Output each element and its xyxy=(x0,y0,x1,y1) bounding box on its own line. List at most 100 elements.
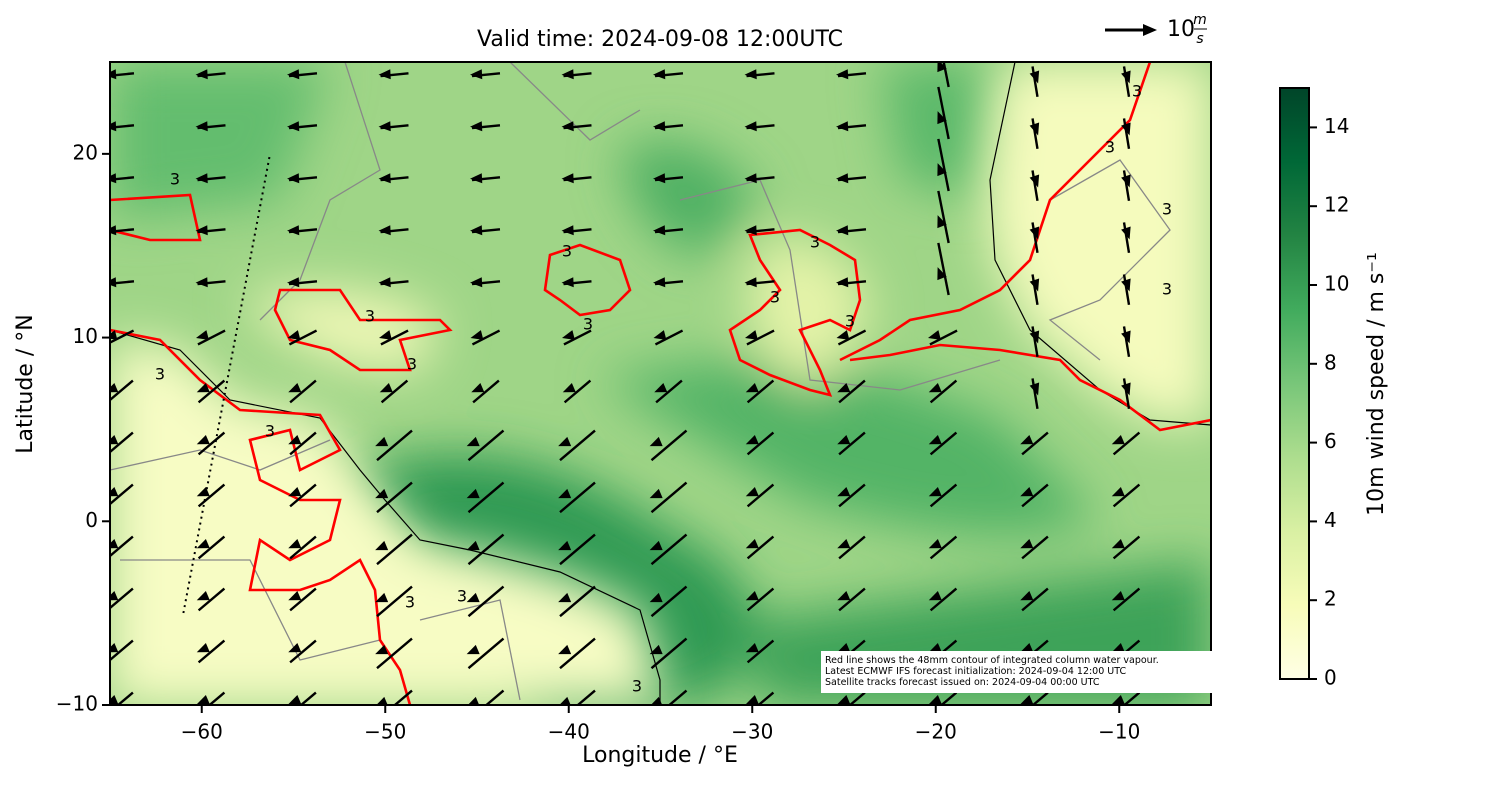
wind-arrow-head xyxy=(561,173,574,184)
wind-arrow-head xyxy=(288,434,302,445)
wind-arrow-shaft xyxy=(746,431,775,456)
wind-arrow-head xyxy=(288,694,302,705)
wind-arrow-shaft xyxy=(1031,378,1039,410)
wind-arrow-head xyxy=(110,538,119,549)
wind-arrow xyxy=(375,481,413,514)
annotation-line: Red line shows the 48mm contour of integ… xyxy=(825,655,1159,666)
wind-arrow-head xyxy=(837,486,851,497)
wind-arrow-shaft xyxy=(197,431,226,456)
wind-arrow-shaft xyxy=(838,587,866,612)
wind-arrow-head xyxy=(196,382,210,393)
wind-arrow xyxy=(836,121,867,132)
wind-arrow xyxy=(467,689,505,705)
wind-arrow-head xyxy=(559,696,571,705)
wind-arrow xyxy=(288,691,317,705)
wind-arrow-head xyxy=(110,330,118,340)
contour-label: 3 xyxy=(1162,280,1172,299)
wind-arrow-shaft xyxy=(484,689,505,705)
wind-arrow-head xyxy=(378,330,392,340)
wind-arrow-head xyxy=(558,436,572,447)
wind-arrow xyxy=(928,535,958,560)
x-tick-label: −40 xyxy=(548,720,590,744)
wind-arrow xyxy=(466,637,505,670)
wind-arrow xyxy=(195,225,226,236)
wind-arrow-head xyxy=(470,225,483,236)
wind-arrow-head xyxy=(649,488,663,499)
wind-arrow-shaft xyxy=(937,86,950,140)
wind-arrow-shaft xyxy=(848,691,866,705)
wind-arrow xyxy=(561,121,592,132)
wind-arrow-shaft xyxy=(380,329,409,346)
wind-arrow-shaft xyxy=(1112,431,1141,456)
wind-arrow-shaft xyxy=(838,483,866,508)
wind-arrow-head xyxy=(375,488,389,499)
wind-arrow xyxy=(561,225,592,236)
contour-label: 3 xyxy=(407,355,417,374)
wind-arrow-head xyxy=(288,486,302,497)
colorbar xyxy=(1279,87,1310,680)
wind-arrow-shaft xyxy=(650,585,688,618)
wind-arrow-head xyxy=(744,225,757,236)
wind-arrow xyxy=(928,483,958,508)
wind-arrow-head xyxy=(937,163,947,177)
wind-arrow xyxy=(288,587,317,612)
wind-arrow xyxy=(1029,170,1040,202)
wind-arrow xyxy=(110,535,134,558)
wind-arrow-shaft xyxy=(1122,326,1131,358)
wind-arrow xyxy=(378,277,409,288)
wind-arrow xyxy=(466,533,505,566)
wind-arrow xyxy=(558,637,596,670)
wind-arrow xyxy=(287,277,318,288)
wind-arrow xyxy=(1121,326,1131,358)
colorbar-tick-label: 14 xyxy=(1324,114,1349,138)
wind-arrow xyxy=(744,69,775,80)
wind-arrow-head xyxy=(561,225,574,236)
wind-arrow xyxy=(653,225,684,236)
wind-arrow-shaft xyxy=(110,639,134,662)
wind-arrow-head xyxy=(653,69,666,80)
wind-arrow-head xyxy=(195,173,208,184)
wind-arrow-head xyxy=(195,69,208,80)
wind-arrow xyxy=(744,173,775,184)
contour-label: 3 xyxy=(405,593,415,612)
wind-arrow-head xyxy=(1029,382,1040,396)
wind-arrow-head xyxy=(837,590,851,601)
wind-arrow-shaft xyxy=(650,637,688,670)
wind-arrow-head xyxy=(287,69,300,80)
wind-arrow-shaft xyxy=(937,190,950,244)
wind-arrow-shaft xyxy=(942,62,950,88)
wind-arrow-shaft xyxy=(380,379,409,404)
wind-arrow xyxy=(195,329,226,346)
wind-arrow-shaft xyxy=(837,329,867,346)
wind-arrow-shaft xyxy=(471,329,501,346)
wind-arrow-head xyxy=(928,590,942,601)
wind-arrow-head xyxy=(1111,590,1125,601)
wind-arrow xyxy=(1029,378,1040,410)
colorbar-tick-label: 8 xyxy=(1324,350,1337,374)
wind-arrow xyxy=(375,585,413,618)
wind-arrow-head xyxy=(928,538,942,549)
wind-arrow-shaft xyxy=(110,535,134,558)
quiver-key: 10 m s xyxy=(1105,12,1207,47)
wind-arrow-head xyxy=(558,540,572,551)
wind-arrow-head xyxy=(1020,434,1034,445)
colorbar-tick-label: 12 xyxy=(1324,193,1349,217)
wind-arrow-head xyxy=(1020,486,1034,497)
wind-arrow-head xyxy=(470,69,483,80)
wind-arrow-shaft xyxy=(299,691,317,705)
wind-arrow-head xyxy=(649,592,663,603)
wind-arrow xyxy=(558,533,596,566)
wind-arrow-head xyxy=(937,62,947,73)
wind-arrow xyxy=(1121,66,1131,98)
wind-arrow-head xyxy=(110,173,117,184)
wind-arrow-head xyxy=(110,694,119,705)
wind-arrow-shaft xyxy=(1031,222,1039,254)
wind-arrow-shaft xyxy=(650,533,688,566)
wind-arrow-shaft xyxy=(563,329,592,346)
wind-arrow-head xyxy=(110,642,119,653)
wind-arrow-head xyxy=(1121,278,1131,292)
y-tick-label: 10 xyxy=(73,324,98,348)
chart-title: Valid time: 2024-09-08 12:00UTC xyxy=(477,27,843,52)
wind-arrow xyxy=(471,379,500,404)
wind-arrow-shaft xyxy=(467,533,505,566)
